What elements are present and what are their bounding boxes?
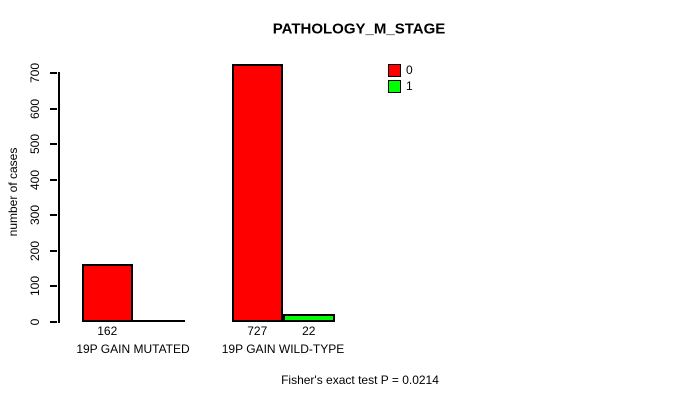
y-axis-tick-label: 500 xyxy=(27,133,42,155)
y-axis-tick-label: 600 xyxy=(27,98,42,119)
y-axis-tick-label: 700 xyxy=(27,62,42,84)
bar-value-label: 22 xyxy=(302,324,316,338)
x-axis-baseline xyxy=(81,320,185,322)
y-axis-tick xyxy=(50,72,57,74)
legend-swatch xyxy=(388,80,401,93)
bar xyxy=(231,63,283,322)
legend-label: 1 xyxy=(406,79,413,93)
y-axis-tick xyxy=(50,320,57,323)
y-axis-tick xyxy=(50,143,57,145)
y-axis-tick xyxy=(50,249,57,252)
y-axis-tick-label: 400 xyxy=(27,169,42,190)
bar xyxy=(283,314,335,322)
y-axis-label: number of cases xyxy=(6,147,20,237)
y-axis-tick-label: 300 xyxy=(27,204,42,226)
legend-swatch xyxy=(388,64,401,77)
y-axis-tick-label: 0 xyxy=(27,318,42,325)
chart-title: PATHOLOGY_M_STAGE xyxy=(272,20,446,38)
y-axis-tick xyxy=(50,107,57,110)
bar xyxy=(81,264,133,322)
annotation-text: Fisher's exact test P = 0.0214 xyxy=(281,373,439,387)
bar-value-label: 162 xyxy=(97,324,118,338)
y-axis-line xyxy=(58,72,60,323)
legend-item: 0 xyxy=(388,64,413,77)
legend-item: 1 xyxy=(388,80,413,93)
legend-label: 0 xyxy=(406,63,413,77)
y-axis-tick-label: 200 xyxy=(27,240,42,261)
y-axis-tick xyxy=(50,178,57,181)
y-axis-tick xyxy=(50,285,57,287)
category-label: 19P GAIN MUTATED xyxy=(76,341,190,356)
y-axis-tick-label: 100 xyxy=(27,275,42,297)
category-label: 19P GAIN WILD-TYPE xyxy=(221,341,345,356)
y-axis-tick xyxy=(50,214,57,216)
bar-value-label: 727 xyxy=(247,324,268,338)
